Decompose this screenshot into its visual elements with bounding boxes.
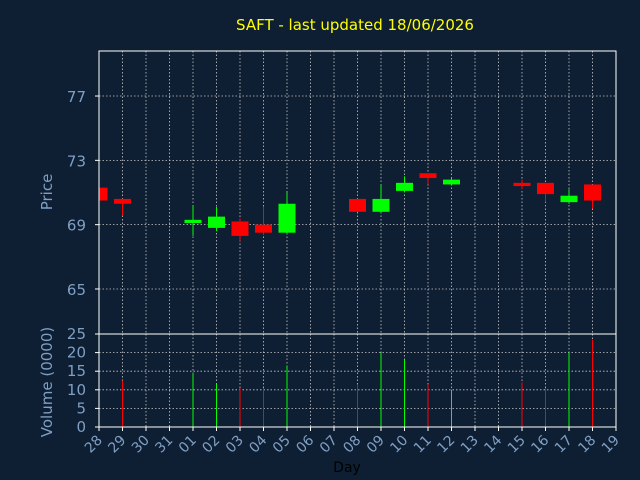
candle-body-01 [184,219,202,224]
candle-body-04 [255,224,272,233]
candle-body-11 [419,173,437,179]
candle-body-08 [349,198,366,212]
candle-body-15 [513,182,531,187]
volume-bars [122,339,593,427]
candle-body-29 [114,198,131,204]
candle-body-10 [396,182,413,191]
volume-tick-label-0: 0 [76,418,86,436]
candle-body-05 [278,203,296,233]
price-axis-label: Price [38,174,56,211]
price-tick-label-73: 73 [67,152,86,170]
price-tick-label-69: 69 [67,217,86,235]
price-y-tick-labels: 65 69 73 77 [67,88,99,299]
candle-body-09 [372,198,390,212]
volume-tick-label-5: 5 [76,399,86,417]
volume-axis-label: Volume (0000) [38,327,56,437]
candle-body-16 [537,182,554,195]
candle-body-18 [584,184,601,201]
candle-body-03 [231,221,249,236]
volume-tick-label-20: 20 [67,344,86,362]
chart-title: SAFT - last updated 18/06/2026 [236,16,474,34]
volume-tick-label-10: 10 [67,381,86,399]
price-tick-label-65: 65 [67,281,86,299]
x-axis-label: Day [333,460,361,476]
candle-body-02 [208,216,225,228]
volume-tick-label-15: 15 [67,362,86,380]
volume-tick-label-25: 25 [67,325,86,343]
candle-body-28 [99,187,108,201]
candle-body-12 [443,179,460,185]
price-candles [98,173,601,241]
candle-body-17 [560,195,578,203]
price-tick-label-77: 77 [67,88,86,106]
price-panel: 65 69 73 77 Price [38,50,617,335]
volume-grid [99,334,616,427]
